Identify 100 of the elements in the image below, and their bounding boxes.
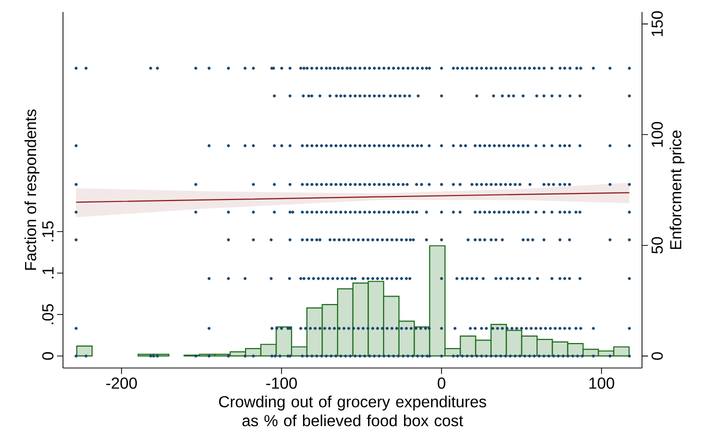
point	[558, 144, 562, 148]
point	[526, 210, 530, 214]
point	[368, 94, 372, 98]
point	[475, 182, 478, 186]
point	[372, 182, 376, 186]
point	[500, 238, 504, 242]
point	[376, 277, 380, 280]
point	[344, 210, 348, 214]
point	[408, 238, 412, 242]
x-tick-label: 100	[589, 378, 614, 389]
point	[382, 94, 386, 98]
point	[531, 238, 534, 242]
point	[578, 144, 582, 148]
point	[512, 94, 516, 98]
point	[440, 182, 444, 186]
point	[315, 144, 318, 148]
point	[363, 182, 366, 186]
point	[502, 144, 506, 148]
point	[326, 277, 330, 280]
point	[354, 277, 357, 280]
point	[306, 182, 309, 186]
point	[526, 238, 530, 242]
point	[522, 238, 525, 242]
point	[628, 94, 631, 98]
point	[252, 210, 255, 214]
x-tick-label: -200	[106, 378, 137, 389]
point	[568, 210, 572, 214]
point	[300, 238, 304, 242]
point	[490, 238, 493, 242]
point	[440, 238, 444, 242]
point	[514, 182, 517, 186]
point	[354, 94, 357, 98]
point	[358, 94, 362, 98]
point	[387, 210, 390, 214]
point	[392, 182, 396, 186]
point	[244, 277, 247, 280]
point	[478, 210, 482, 214]
point	[306, 238, 309, 242]
point	[412, 238, 415, 242]
point	[608, 238, 612, 242]
point	[528, 277, 532, 280]
point	[300, 210, 304, 214]
point	[404, 238, 408, 242]
point	[307, 94, 310, 98]
point	[270, 238, 273, 242]
point	[550, 144, 554, 148]
point	[415, 210, 418, 214]
point	[411, 144, 414, 148]
point	[387, 144, 390, 148]
point	[74, 210, 78, 214]
point	[344, 182, 348, 186]
point	[226, 210, 230, 214]
point	[578, 277, 582, 280]
point	[339, 182, 342, 186]
point	[272, 94, 276, 98]
point	[372, 144, 376, 148]
point	[338, 238, 341, 242]
point	[558, 182, 562, 186]
point	[578, 210, 582, 214]
y-tick-label: .05	[42, 304, 54, 324]
point	[458, 182, 462, 186]
point	[334, 182, 338, 186]
y2-tick-label: 100	[652, 122, 663, 147]
point	[568, 277, 572, 280]
point	[406, 144, 410, 148]
point	[272, 182, 276, 186]
point	[272, 210, 276, 214]
point	[470, 277, 474, 280]
point	[318, 94, 322, 98]
y-tick-label: .1	[42, 267, 54, 278]
point	[328, 238, 332, 242]
point	[382, 210, 386, 214]
point	[563, 210, 566, 214]
point	[400, 277, 404, 280]
point	[378, 94, 381, 98]
point	[371, 277, 374, 280]
point	[252, 182, 255, 186]
point	[320, 144, 324, 148]
point	[74, 182, 78, 186]
point	[608, 182, 612, 186]
point	[547, 182, 550, 186]
point	[348, 210, 352, 214]
point	[395, 277, 398, 280]
point	[368, 144, 372, 148]
point	[252, 144, 255, 148]
point	[558, 210, 562, 214]
point	[291, 210, 294, 214]
point	[244, 144, 247, 148]
point	[415, 182, 418, 186]
point	[488, 144, 492, 148]
point	[483, 238, 486, 242]
point	[358, 182, 362, 186]
point	[550, 277, 554, 280]
point	[339, 94, 342, 98]
point	[550, 210, 554, 214]
point	[312, 277, 316, 280]
point	[330, 182, 333, 186]
point	[378, 210, 381, 214]
point	[508, 182, 512, 186]
point	[356, 238, 360, 242]
